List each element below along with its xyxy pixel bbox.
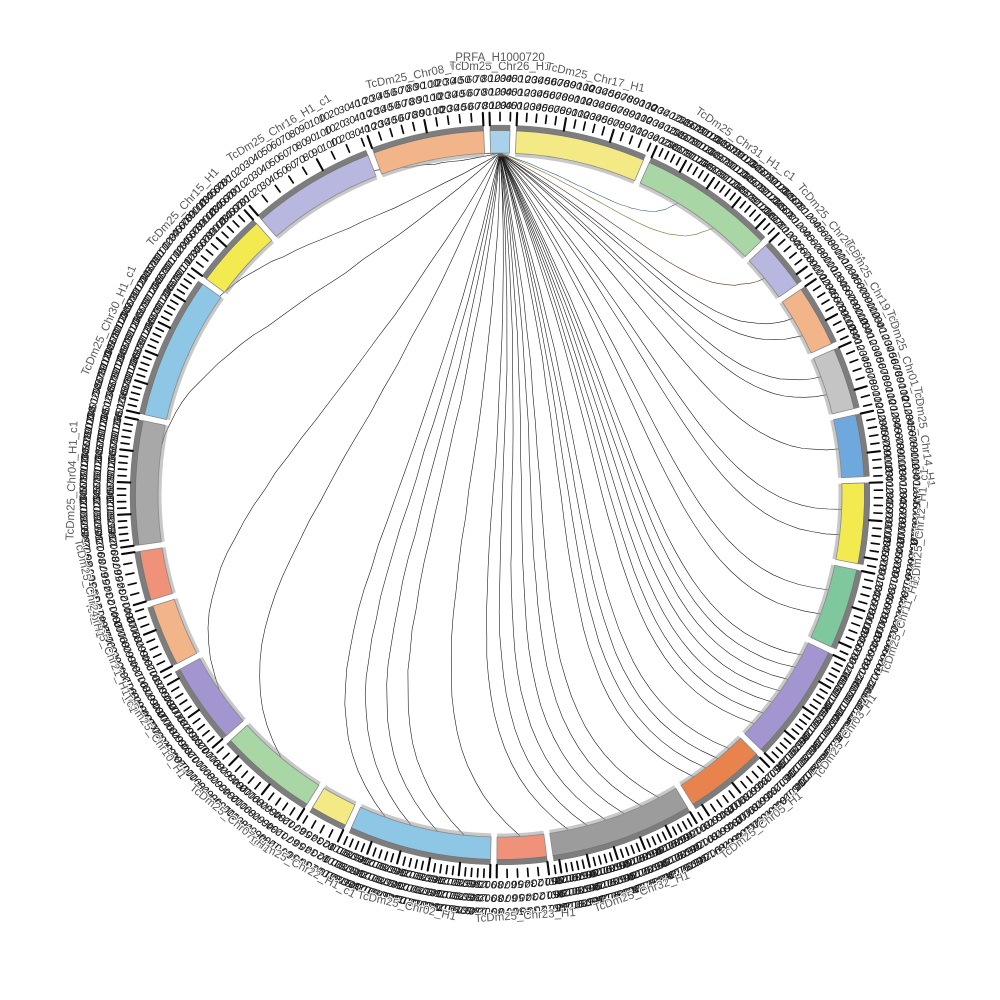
svg-text:PRFA_H1000720: PRFA_H1000720 <box>455 52 545 64</box>
